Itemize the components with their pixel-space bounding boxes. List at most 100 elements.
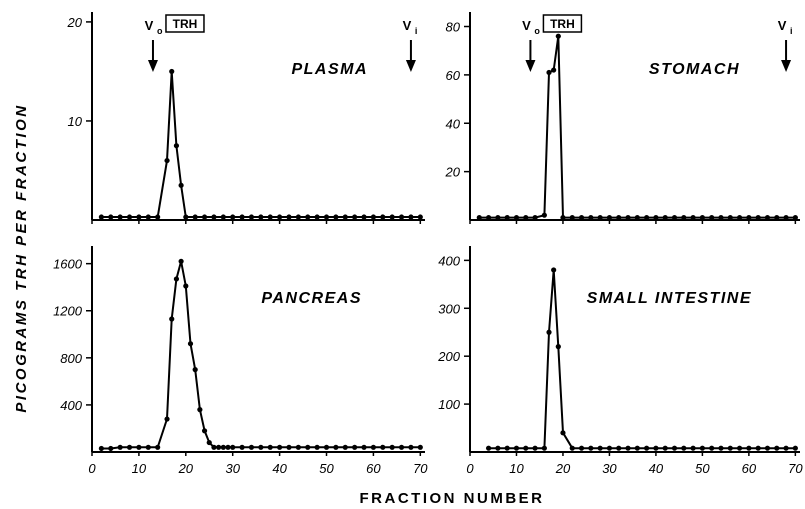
data-point [578, 214, 585, 221]
data-point [653, 445, 659, 451]
data-point [126, 214, 133, 220]
data-point [485, 214, 492, 221]
data-point [145, 214, 151, 220]
data-point [192, 214, 198, 220]
y-tick-label: 300 [438, 301, 460, 316]
y-tick-label: 1200 [53, 304, 83, 319]
x-axis-title: FRACTION NUMBER [360, 490, 545, 507]
data-point [736, 214, 743, 221]
data-point [201, 428, 208, 434]
data-point [398, 214, 405, 220]
data-point [361, 444, 367, 450]
data-point [258, 444, 264, 450]
data-point [295, 214, 301, 220]
data-point [169, 68, 175, 75]
data-point [532, 214, 538, 221]
data-point [709, 214, 715, 221]
data-point [206, 439, 212, 446]
data-point [681, 214, 687, 221]
data-point [352, 214, 358, 220]
data-point [546, 329, 552, 335]
data-point [248, 214, 255, 220]
data-point [333, 214, 339, 220]
y-tick-label: 800 [60, 351, 82, 366]
data-point [98, 445, 104, 452]
data-point [98, 214, 104, 220]
data-point [183, 214, 189, 220]
data-point [408, 444, 414, 450]
data-point [305, 444, 311, 450]
data-point [555, 33, 561, 39]
data-point [314, 214, 320, 220]
data-point [644, 445, 650, 451]
data-point [671, 214, 678, 221]
data-point [187, 341, 194, 347]
data-point [495, 214, 501, 221]
y-tick-label: 80 [446, 20, 461, 35]
x-tick-label: 10 [509, 461, 524, 476]
data-point [532, 445, 538, 451]
data-point [727, 214, 733, 221]
data-point [699, 214, 705, 221]
data-point [239, 444, 245, 450]
data-point [792, 214, 798, 221]
data-point [192, 367, 198, 373]
vo-marker-arrow-head [525, 60, 536, 72]
data-point [736, 445, 743, 451]
data-point [178, 258, 184, 264]
panel-pancreas: 400 800 1200 1600 0 10 20 30 40 50 60 70 PANCREAS [53, 246, 428, 476]
vi-marker-subscript: i [415, 26, 418, 36]
vo-marker-label: V [145, 18, 154, 33]
x-tick-label: 20 [555, 461, 571, 476]
data-point [155, 444, 161, 450]
data-point [389, 444, 395, 450]
vo-marker-subscript: o [534, 26, 540, 36]
vi-marker-arrow-head [781, 60, 792, 72]
y-tick-label: 20 [445, 165, 461, 180]
data-point [323, 444, 330, 450]
data-point [541, 212, 547, 218]
data-point [277, 444, 283, 450]
data-point [333, 444, 339, 450]
data-point [690, 445, 696, 451]
x-tick-label: 50 [695, 461, 710, 476]
data-point [718, 214, 724, 221]
y-axis-title: PICOGRAMS TRH PER FRACTION [13, 103, 30, 412]
vo-marker-subscript: o [157, 26, 163, 36]
data-point [774, 214, 780, 221]
trh-box-label: TRH [550, 17, 575, 31]
data-point [295, 444, 301, 450]
data-point [230, 214, 236, 220]
data-point [764, 445, 771, 451]
data-point [764, 214, 771, 221]
x-tick-label: 60 [742, 461, 757, 476]
data-point [323, 214, 330, 220]
data-point [220, 214, 226, 220]
vo-marker-arrow-head [147, 60, 158, 72]
data-point [117, 444, 123, 450]
data-point [216, 444, 222, 450]
data-point [145, 444, 151, 450]
data-point [523, 214, 529, 221]
data-point [370, 444, 377, 450]
data-point [569, 445, 575, 451]
data-point [173, 143, 180, 149]
vi-marker-subscript: i [790, 26, 793, 36]
x-tick-label: 40 [272, 461, 287, 476]
data-point [417, 214, 423, 220]
data-point [398, 444, 405, 450]
x-tick-label: 60 [366, 461, 381, 476]
data-point [504, 445, 510, 451]
x-tick-label: 70 [413, 461, 428, 476]
data-point [597, 445, 603, 451]
vi-marker-arrow-head [405, 60, 416, 72]
data-point [644, 214, 650, 221]
data-point [286, 444, 292, 450]
data-point [408, 214, 414, 220]
data-point [606, 214, 613, 221]
data-point [709, 445, 715, 451]
data-point [126, 444, 133, 450]
data-point [662, 214, 668, 221]
data-point [755, 214, 761, 221]
data-point [211, 444, 217, 450]
